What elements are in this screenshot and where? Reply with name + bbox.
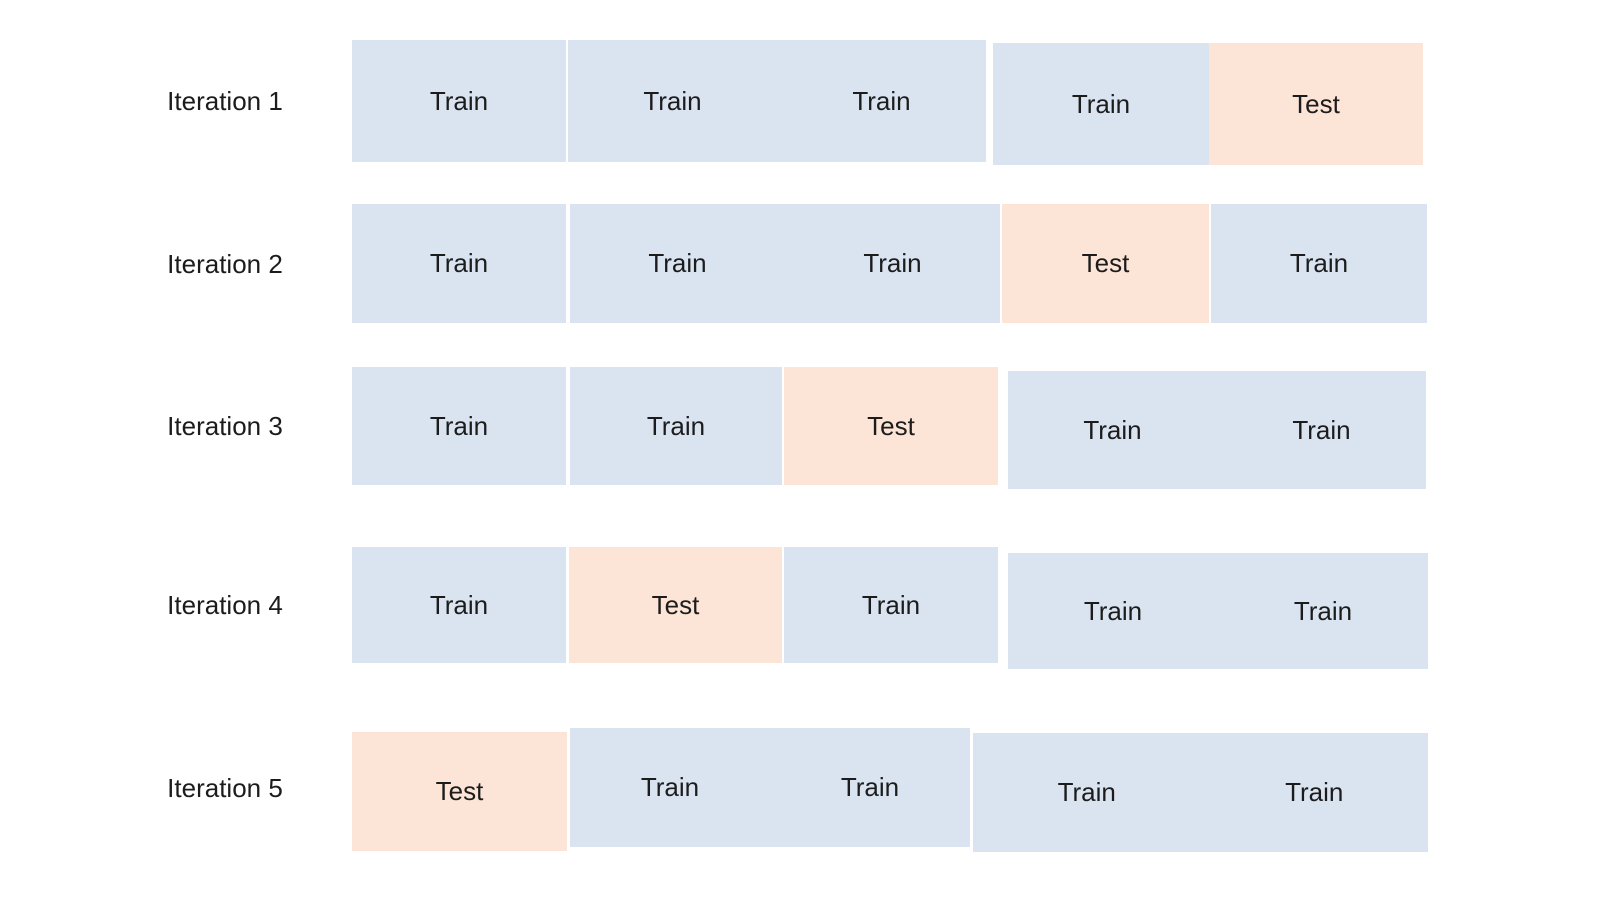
train-block: Train (352, 40, 566, 162)
iteration-label: Iteration 5 (167, 772, 283, 803)
iteration-label: Iteration 4 (167, 590, 283, 620)
test-block: Test (352, 732, 567, 851)
train-block: Train Train (1008, 371, 1426, 489)
fold-label: Test (867, 410, 915, 441)
train-block: Train (1211, 204, 1427, 323)
train-block: Train Train (568, 40, 986, 162)
fold-label: Train (429, 85, 489, 116)
train-block: Train (352, 204, 566, 323)
fold-label: Train (640, 772, 700, 802)
fold-label: Train (852, 85, 911, 116)
fold-label: Train (1057, 777, 1116, 807)
fold-label: Train (861, 589, 921, 620)
train-block: Train (570, 367, 782, 485)
train-block: Train (784, 547, 998, 663)
fold-label: Test (651, 589, 700, 620)
fold-label: Train (643, 85, 702, 116)
fold-label: Train (429, 410, 489, 441)
fold-label: Test (1081, 248, 1130, 278)
iteration-label: Iteration 1 (167, 86, 283, 116)
fold-label: Train (1292, 414, 1351, 445)
iteration-label: Iteration 3 (167, 411, 283, 441)
fold-label: Train (429, 589, 489, 620)
fold-label: Train (1285, 777, 1344, 807)
fold-label: Train (429, 248, 489, 278)
fold-label: Train (648, 248, 707, 278)
fold-label: Test (1292, 88, 1340, 119)
train-block: Train Train (1008, 553, 1428, 669)
fold-label: Test (435, 776, 484, 806)
test-block: Test (1209, 43, 1423, 165)
train-block: Train Train (570, 204, 1000, 323)
train-block: Train (993, 43, 1209, 165)
train-block: Train (352, 547, 566, 663)
fold-label: Train (1289, 248, 1349, 278)
test-block: Test (784, 367, 998, 485)
fold-label: Train (646, 410, 706, 441)
iteration-label: Iteration 2 (167, 248, 283, 279)
fold-label: Train (863, 248, 922, 278)
train-block: Train Train (973, 733, 1428, 852)
test-block: Test (569, 547, 782, 663)
train-block: Train (352, 367, 566, 485)
fold-label: Train (1083, 414, 1142, 445)
fold-label: Train (1083, 595, 1143, 626)
fold-label: Train (1071, 88, 1131, 119)
fold-label: Train (1293, 595, 1353, 626)
train-block: Train Train (570, 728, 970, 847)
fold-label: Train (840, 772, 900, 802)
test-block: Test (1002, 204, 1209, 323)
